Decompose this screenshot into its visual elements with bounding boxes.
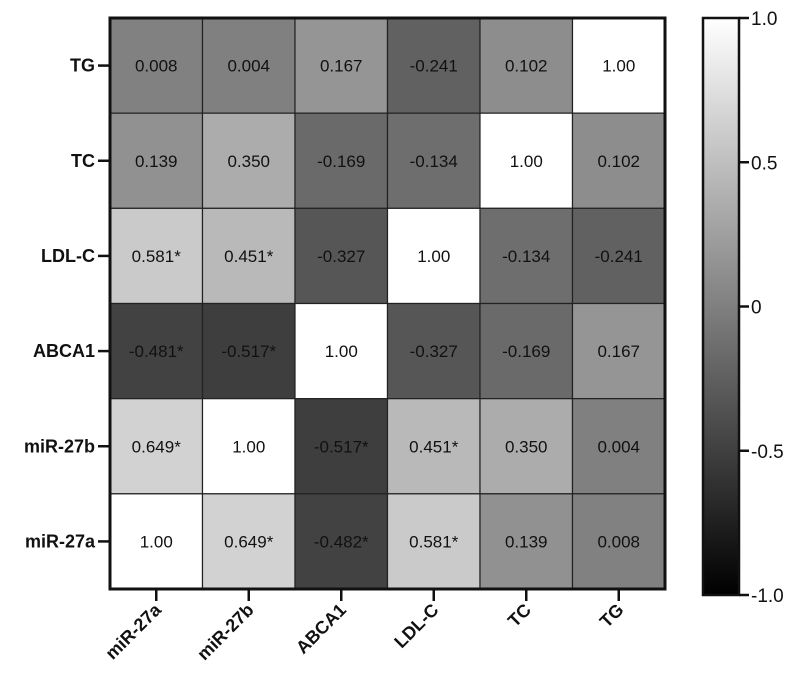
- heatmap-cell: [109, 302, 204, 400]
- cell-value-label: 0.139: [505, 532, 548, 551]
- y-tick-label: TC: [71, 151, 95, 171]
- cell-value-label: 0.139: [135, 152, 178, 171]
- heatmap-cell: [109, 207, 204, 305]
- cell-value-label: 0.581*: [132, 247, 182, 266]
- heatmap-cell: [479, 302, 574, 400]
- heatmap-cell: [109, 493, 204, 590]
- plot-frame: [108, 16, 667, 591]
- cell-value-label: 0.004: [227, 57, 270, 76]
- cell-value-label: 0.004: [597, 437, 640, 456]
- cell-value-label: -0.327: [317, 247, 365, 266]
- cell-value-label: -0.327: [410, 342, 458, 361]
- heatmap-cell: [294, 302, 389, 400]
- cell-value-label: -0.169: [502, 342, 550, 361]
- cell-value-label: -0.241: [410, 57, 458, 76]
- colorbar-axis: 1.0 0.5 0 -0.5 -1.0: [739, 9, 784, 607]
- colorbar: [701, 16, 741, 597]
- heatmap-cells: [109, 17, 666, 590]
- cell-value-label: 0.167: [597, 342, 640, 361]
- cell-value-label: 1.00: [417, 247, 450, 266]
- cell-value-label: 0.102: [505, 57, 548, 76]
- heatmap-cell: [571, 207, 666, 305]
- heatmap-cell: [109, 17, 204, 114]
- heatmap-cell-labels: 0.008 0.004 0.167 -0.241 0.102 1.00 0.139 0.350…: [129, 57, 643, 552]
- heatmap-cell: [201, 112, 296, 209]
- cell-value-label: 0.167: [320, 57, 363, 76]
- y-tick-label: miR-27a: [25, 531, 96, 551]
- heatmap-cell: [571, 493, 666, 590]
- heatmap-cell: [479, 493, 574, 590]
- y-tick-label: ABCA1: [33, 341, 95, 361]
- heatmap-cell: [201, 17, 296, 114]
- cell-value-label: 0.102: [597, 152, 640, 171]
- cell-value-label: -0.169: [317, 152, 365, 171]
- cell-value-label: 1.00: [510, 152, 543, 171]
- colorbar-tick-label: -1.0: [751, 586, 784, 607]
- cell-value-label: 1.00: [325, 342, 358, 361]
- x-tick-label: LDL-C: [390, 600, 442, 652]
- x-tick-label: TG: [596, 600, 628, 632]
- y-tick-label: LDL-C: [41, 246, 95, 266]
- heatmap-cell: [109, 398, 204, 495]
- x-tick-label: TC: [504, 600, 535, 631]
- y-axis: TG TC LDL-C ABCA1 miR-27b miR-27a: [24, 56, 110, 551]
- y-tick-label: TG: [70, 56, 95, 76]
- cell-value-label: -0.241: [595, 247, 643, 266]
- heatmap-cell: [571, 112, 666, 209]
- x-tick-label: miR-27b: [193, 600, 257, 664]
- cell-value-label: -0.517*: [314, 437, 369, 456]
- x-tick-label: miR-27a: [101, 599, 165, 663]
- colorbar-tick-label: 1.0: [751, 9, 777, 30]
- cell-value-label: 0.350: [227, 152, 270, 171]
- cell-value-label: -0.482*: [314, 532, 369, 551]
- heatmap-cell: [479, 17, 574, 114]
- y-tick-label: miR-27b: [24, 436, 95, 456]
- heatmap-cell: [386, 207, 481, 305]
- cell-value-label: -0.481*: [129, 342, 184, 361]
- heatmap-cell: [386, 17, 481, 114]
- heatmap-cell: [294, 398, 389, 495]
- heatmap-cell: [201, 302, 296, 400]
- cell-value-label: 0.451*: [224, 247, 274, 266]
- cell-value-label: 1.00: [602, 57, 635, 76]
- heatmap-cell: [479, 207, 574, 305]
- cell-value-label: 0.451*: [409, 437, 459, 456]
- cell-value-label: 1.00: [140, 532, 173, 551]
- cell-value-label: 1.00: [232, 437, 265, 456]
- heatmap-cell: [479, 398, 574, 495]
- cell-value-label: -0.517*: [221, 342, 276, 361]
- x-tick-label: ABCA1: [292, 600, 350, 658]
- heatmap-cell: [386, 302, 481, 400]
- colorbar-tick-label: 0.5: [751, 153, 777, 174]
- cell-value-label: -0.134: [502, 247, 550, 266]
- heatmap-cell: [571, 17, 666, 114]
- cell-value-label: 0.008: [597, 532, 640, 551]
- heatmap-cell: [386, 112, 481, 209]
- colorbar-tick-label: 0: [751, 298, 762, 319]
- heatmap-cell: [201, 207, 296, 305]
- heatmap-cell: [386, 398, 481, 495]
- x-axis: miR-27a miR-27b ABCA1 LDL-C TC TG: [101, 589, 628, 664]
- colorbar-tick-label: -0.5: [751, 442, 784, 463]
- cell-value-label: 0.350: [505, 437, 548, 456]
- cell-value-label: 0.649*: [132, 437, 182, 456]
- cell-value-label: 0.008: [135, 57, 178, 76]
- cell-value-label: 0.649*: [224, 532, 274, 551]
- cell-value-label: 0.581*: [409, 532, 459, 551]
- cell-value-label: -0.134: [410, 152, 458, 171]
